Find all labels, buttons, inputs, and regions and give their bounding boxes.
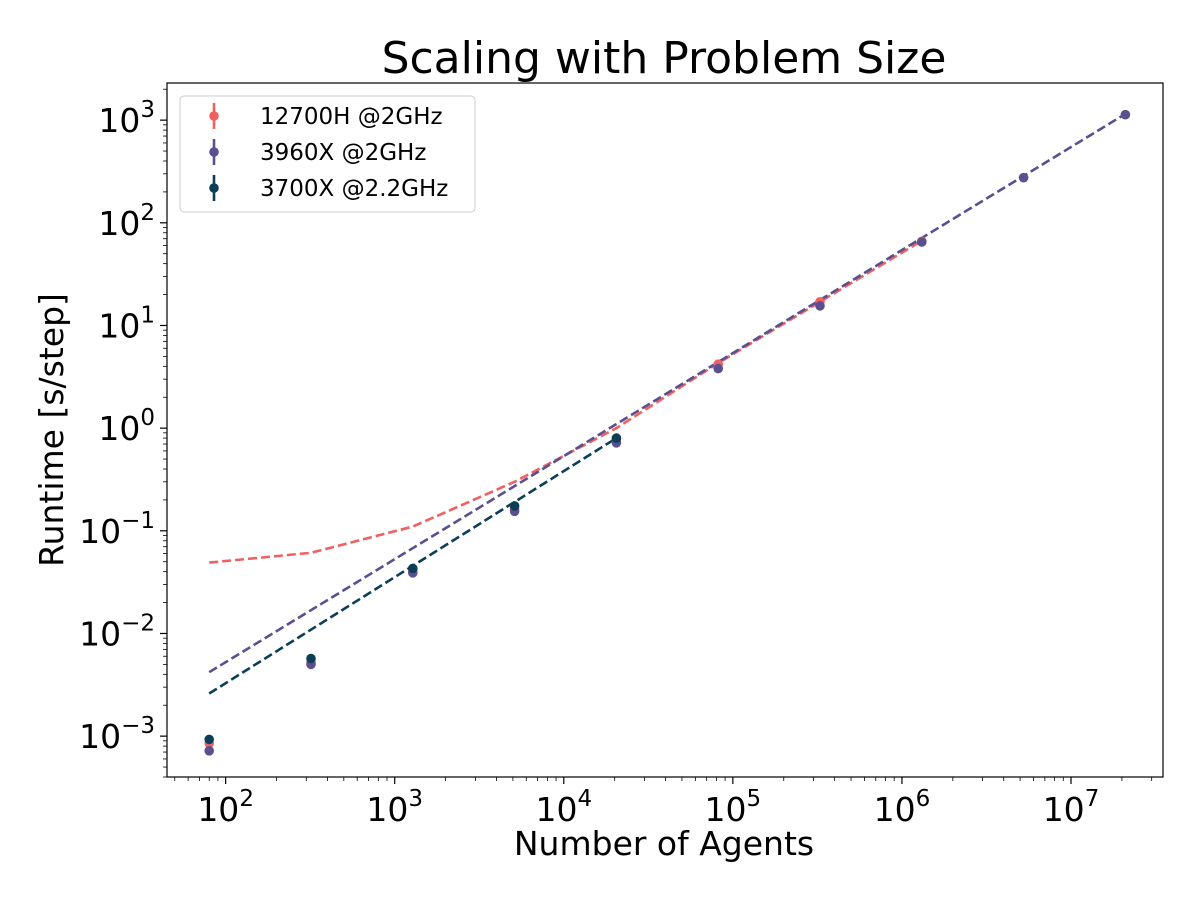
data-point-series-3 — [408, 563, 418, 574]
data-point-series-2 — [1018, 172, 1029, 183]
x-tick-label: 102 — [197, 786, 254, 829]
data-point-series-2 — [917, 237, 927, 247]
legend-label: 3700X @2.2GHz — [260, 176, 448, 202]
y-axis: 10−3 10−2 10−1 100 101 102 103 — [79, 88, 167, 778]
data-point-series-3 — [306, 653, 316, 664]
legend-point-marker — [209, 111, 219, 121]
y-tick-label: 102 — [98, 200, 155, 243]
x-tick-label: 106 — [874, 786, 931, 829]
legend-point-marker — [209, 183, 219, 193]
y-tick-label: 10−1 — [79, 508, 155, 551]
y-axis-label: Runtime [s/step] — [32, 293, 71, 567]
plot-area — [204, 109, 1131, 756]
x-tick-label: 103 — [366, 786, 423, 829]
fit-line-series-2 — [208, 112, 1127, 674]
data-point-series-3 — [611, 433, 622, 443]
chart-title: Scaling with Problem Size — [382, 33, 947, 84]
legend-box — [179, 95, 476, 213]
x-tick-label: 105 — [705, 786, 762, 829]
data-point-series-3 — [509, 501, 520, 511]
plot-frame — [166, 82, 1164, 778]
data-point-series-2 — [815, 301, 825, 311]
y-tick-label: 10−2 — [79, 610, 155, 653]
y-tick-label: 101 — [98, 302, 155, 345]
x-tick-label: 107 — [1043, 786, 1100, 829]
legend: 12700H @2GHz 3960X @2GHz 3700X @2.2GHz — [179, 95, 476, 213]
legend-label: 3960X @2GHz — [260, 140, 426, 166]
x-tick-label: 104 — [535, 786, 592, 829]
y-tick-label: 100 — [98, 405, 155, 448]
data-point-series-2 — [1120, 109, 1131, 120]
x-axis: 102 103 104 105 106 107 — [174, 777, 1153, 829]
y-tick-label: 103 — [98, 97, 155, 140]
data-point-series-2 — [713, 363, 723, 374]
legend-point-marker — [209, 147, 219, 157]
x-axis-label: Number of Agents — [514, 824, 814, 863]
fit-line-series-1 — [209, 239, 923, 564]
y-tick-label: 10−3 — [79, 713, 155, 756]
data-point-series-2 — [204, 746, 214, 756]
legend-label: 12700H @2GHz — [260, 104, 443, 130]
data-point-series-3 — [204, 734, 214, 745]
